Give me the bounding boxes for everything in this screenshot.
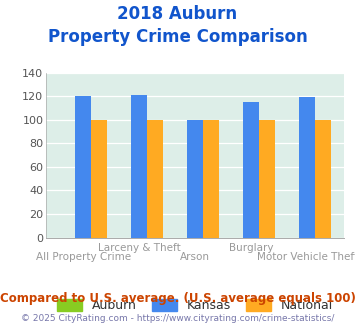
Bar [91,120,107,238]
Bar [147,120,163,238]
Text: Property Crime Comparison: Property Crime Comparison [48,28,307,46]
Text: 2018 Auburn: 2018 Auburn [118,5,237,23]
Text: Burglary: Burglary [229,243,273,252]
Text: Motor Vehicle Theft: Motor Vehicle Theft [257,252,355,262]
Bar [259,120,275,238]
Bar [75,96,91,238]
Bar [203,120,219,238]
Bar [315,120,331,238]
Bar [187,120,203,238]
Text: Arson: Arson [180,252,210,262]
Bar [299,97,315,238]
Bar [244,102,259,238]
Text: All Property Crime: All Property Crime [36,252,131,262]
Text: © 2025 CityRating.com - https://www.cityrating.com/crime-statistics/: © 2025 CityRating.com - https://www.city… [21,314,334,323]
Text: Larceny & Theft: Larceny & Theft [98,243,181,252]
Text: Compared to U.S. average. (U.S. average equals 100): Compared to U.S. average. (U.S. average … [0,292,355,305]
Bar [131,95,147,238]
Legend: Auburn, Kansas, National: Auburn, Kansas, National [52,293,338,317]
